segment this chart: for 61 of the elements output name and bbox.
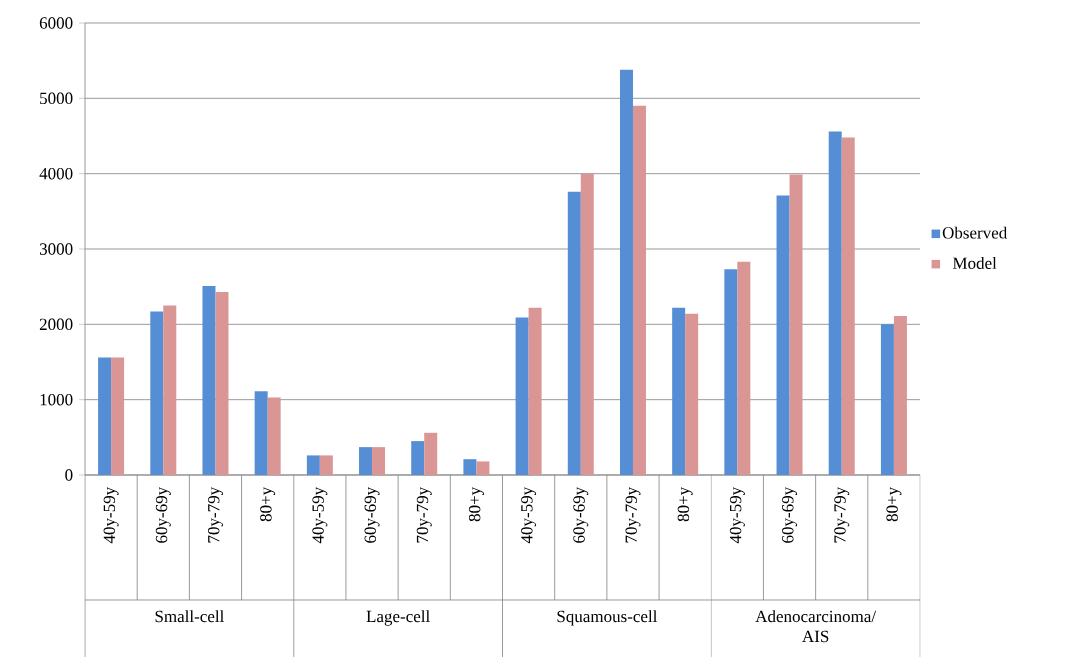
bar (359, 446, 373, 475)
bar (789, 174, 803, 475)
bar (632, 105, 646, 475)
text: Squamous-cell (557, 610, 658, 626)
bar (776, 195, 790, 475)
x-tick-label: 80+y (677, 486, 693, 522)
bar (463, 458, 477, 475)
y-tick-label: 4000 (39, 167, 73, 180)
bar (841, 137, 855, 475)
y-tick-label: 5000 (40, 92, 73, 104)
text: Adenocarcinoma/ AIS (755, 610, 877, 642)
x-tick-label: 70y-79y (625, 486, 641, 543)
text: Lage-cell (366, 610, 430, 626)
x-tick-label: 40y-59y (729, 486, 745, 543)
y-tick-label: 0 (65, 469, 73, 481)
bar (724, 269, 738, 475)
x-tick-label: 60y-69y (573, 486, 589, 543)
bar (685, 313, 699, 475)
bar (163, 305, 177, 475)
x-tick-label: 80+y (260, 486, 276, 522)
bar (828, 131, 842, 475)
bar (893, 315, 907, 475)
y-tick-label: 1000 (40, 393, 73, 406)
bar (476, 461, 490, 475)
bar (215, 291, 229, 475)
y-tick-label: 3000 (39, 243, 73, 255)
bar (528, 307, 542, 475)
bar (737, 261, 751, 475)
bar (672, 307, 686, 475)
bar (319, 455, 333, 475)
x-tick-label: 70y-79y (207, 486, 223, 543)
bar (202, 285, 216, 475)
x-tick-label: 60y-69y (155, 486, 171, 543)
bar (372, 446, 386, 475)
legend-label: Model (952, 256, 997, 269)
y-tick-label: 6000 (39, 17, 73, 29)
y-tick-label: 2000 (39, 318, 73, 330)
x-tick-label: 70y-79y (834, 486, 850, 543)
x-tick-label: 60y-69y (782, 486, 798, 543)
x-tick-label: 70y-79y (416, 486, 432, 543)
bar (880, 324, 894, 475)
bar (411, 440, 425, 475)
x-tick-label: 40y-59y (521, 486, 537, 543)
bar (254, 391, 268, 475)
bar (111, 357, 125, 475)
text: Small-cell (155, 610, 224, 622)
bar (619, 69, 633, 475)
bar (98, 357, 112, 475)
x-tick-label: 60y-69y (364, 486, 380, 543)
bar (306, 455, 320, 475)
bar (567, 191, 581, 475)
bar (267, 397, 281, 475)
bar (150, 311, 164, 475)
bar (424, 432, 438, 475)
bar (580, 173, 594, 475)
x-tick-label: 40y-59y (312, 486, 328, 543)
x-tick-label: 80+y (468, 486, 484, 522)
x-tick-label: 40y-59y (103, 486, 119, 543)
x-tick-label: 80+y (886, 486, 902, 522)
bar (515, 317, 529, 475)
legend-label: Observed (942, 226, 1008, 239)
